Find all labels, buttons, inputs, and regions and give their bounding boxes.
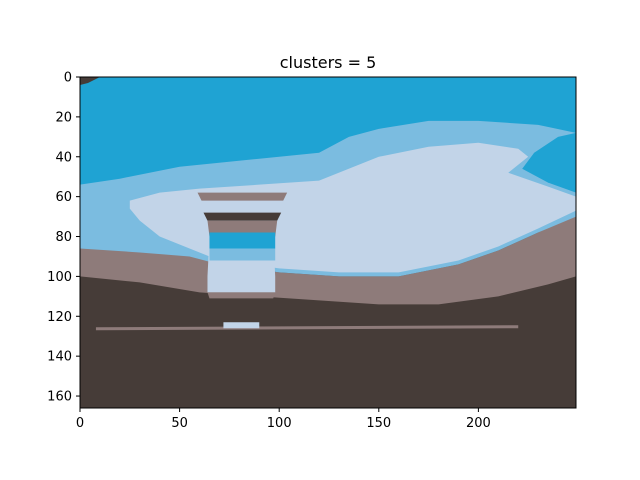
x-tick-label: 200: [466, 416, 491, 431]
plot-frame: [79, 76, 577, 409]
plot-area: [79, 76, 577, 409]
table-highlight-spot: [223, 322, 260, 329]
cluster-mauve-band: [80, 208, 576, 305]
y-tick-label: 0: [64, 71, 72, 86]
y-tick-label: 40: [55, 150, 72, 165]
y-tick-label: 80: [55, 230, 72, 245]
glass-water-lower: [209, 248, 276, 261]
y-tick-label: 120: [47, 310, 72, 325]
glass-water: [209, 232, 276, 249]
x-axis: 0 50 100 150 200: [76, 408, 491, 431]
y-axis: 0 20 40 60 80 100 120 140 160: [47, 71, 80, 405]
glass-base: [207, 292, 276, 299]
y-tick-label: 140: [47, 350, 72, 365]
chart-title: clusters = 5: [280, 53, 377, 72]
x-tick-label: 0: [76, 416, 84, 431]
table-highlight-line: [95, 325, 519, 331]
x-tick-label: 100: [267, 416, 292, 431]
y-tick-label: 100: [47, 270, 72, 285]
x-tick-label: 150: [366, 416, 391, 431]
y-tick-label: 20: [55, 110, 72, 125]
glass-band-dark: [203, 212, 282, 221]
y-tick-label: 160: [47, 390, 72, 405]
cluster-sky-right-lobe: [522, 132, 576, 193]
y-tick-label: 60: [55, 190, 72, 205]
image-layer: [80, 77, 576, 408]
cluster-sky-region: [80, 77, 576, 185]
cluster-dark-corner: [80, 77, 100, 85]
x-tick-label: 50: [171, 416, 188, 431]
glass-rim: [197, 192, 288, 201]
